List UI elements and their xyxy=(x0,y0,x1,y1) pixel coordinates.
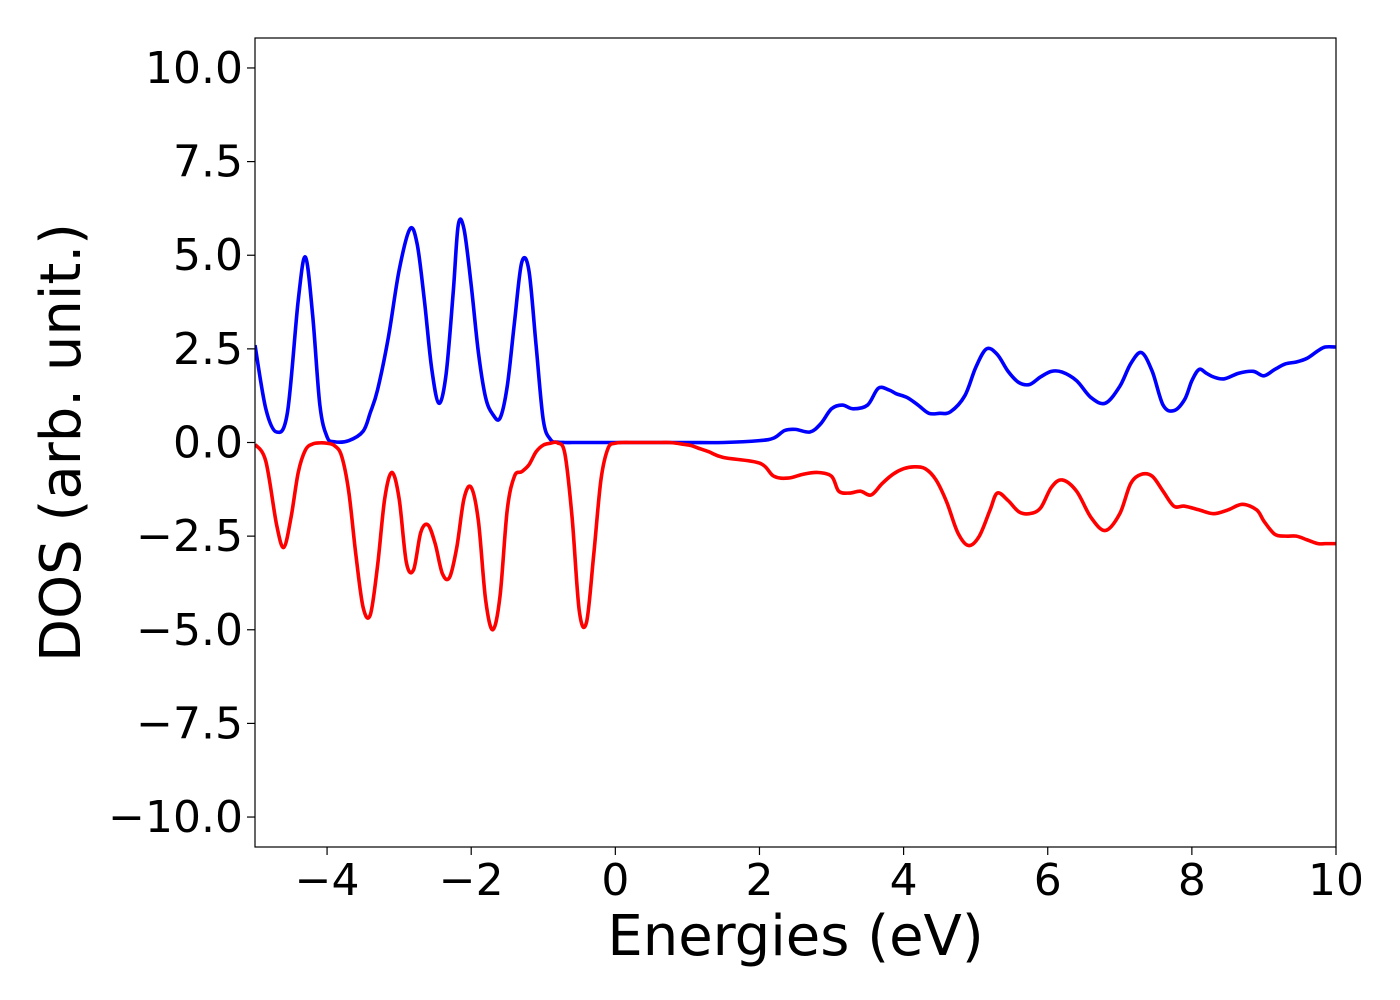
y-tick-label: −2.5 xyxy=(136,511,243,562)
y-tick-label: −5.0 xyxy=(136,605,243,656)
y-tick-label: 7.5 xyxy=(173,137,243,188)
x-tick-label: 2 xyxy=(745,855,773,906)
y-axis-ticks: 10.0 7.5 5.0 2.5 0.0 −2.5 −5.0 −7.5 −10.0 xyxy=(108,43,255,843)
x-tick-label: 0 xyxy=(601,855,629,906)
x-tick-label: 4 xyxy=(890,855,918,906)
x-tick-label: −4 xyxy=(295,855,360,906)
x-tick-label: 10 xyxy=(1308,855,1364,906)
x-tick-label: 6 xyxy=(1034,855,1062,906)
series-layer xyxy=(255,217,1336,632)
y-tick-label: 0.0 xyxy=(173,418,243,469)
plot-frame xyxy=(254,37,1337,848)
y-axis-label: DOS (arb. unit.) xyxy=(29,223,94,662)
y-tick-label: 5.0 xyxy=(173,230,243,281)
x-tick-label: 8 xyxy=(1178,855,1206,906)
y-tick-label: −10.0 xyxy=(108,792,243,843)
x-tick-label: −2 xyxy=(439,855,504,906)
y-tick-label: −7.5 xyxy=(136,698,243,749)
dos-series-spin-up-line xyxy=(255,217,1336,445)
x-axis-label: Energies (eV) xyxy=(607,904,983,969)
y-tick-label: 2.5 xyxy=(173,324,243,375)
y-tick-label: 10.0 xyxy=(145,43,243,94)
dos-series-spin-down-line xyxy=(255,440,1336,632)
x-axis-ticks: −4 −2 0 2 4 6 8 10 xyxy=(295,847,1364,906)
